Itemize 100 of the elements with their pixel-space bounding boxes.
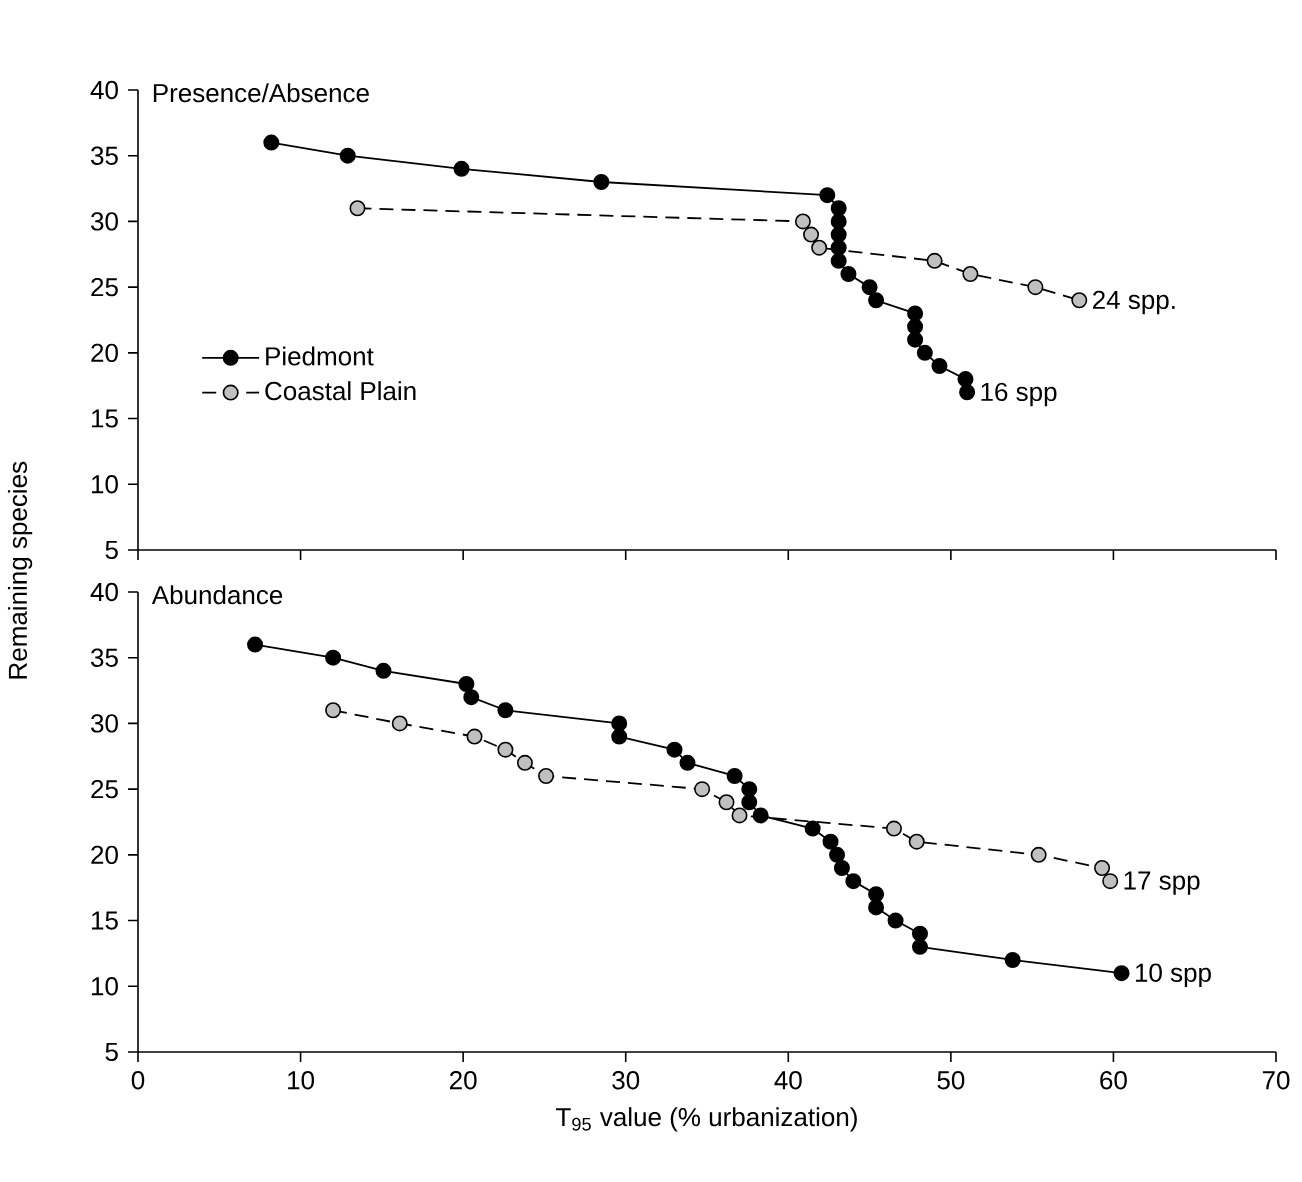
point — [752, 807, 769, 824]
point — [458, 675, 475, 692]
point — [830, 252, 847, 269]
y-tick-label: 10 — [91, 977, 118, 996]
y-tick-label: 20 — [91, 343, 118, 363]
y-tick-label: 5 — [105, 540, 118, 560]
point — [666, 741, 683, 758]
point — [962, 265, 979, 282]
point — [908, 833, 925, 850]
point — [375, 662, 392, 679]
point — [263, 134, 280, 151]
point — [741, 794, 758, 811]
x-tick-label: 60 — [1100, 1071, 1127, 1090]
point — [861, 279, 878, 296]
point — [907, 318, 924, 335]
y-tick-label: 25 — [91, 277, 118, 297]
point — [907, 331, 924, 348]
point — [957, 371, 974, 388]
x-tick-label: 50 — [937, 1071, 965, 1090]
point — [466, 728, 483, 745]
y-tick-label: 35 — [91, 648, 118, 667]
point — [741, 781, 758, 798]
point — [819, 187, 836, 204]
x-tick-label: 0 — [131, 1071, 145, 1090]
point — [959, 384, 976, 401]
y-tick-label: 15 — [91, 409, 118, 428]
point — [1113, 965, 1130, 982]
point — [731, 807, 748, 824]
legend-label: Coastal Plain — [265, 381, 416, 401]
point — [611, 728, 628, 745]
y-tick-label: 35 — [91, 146, 118, 165]
chart-title: Presence/Absence — [153, 83, 369, 103]
point — [538, 767, 555, 784]
point — [845, 873, 862, 890]
x-tick-label: 70 — [1262, 1071, 1290, 1090]
point — [868, 899, 885, 916]
x-tick-label: 30 — [612, 1071, 640, 1090]
point — [926, 252, 943, 269]
point — [726, 767, 743, 784]
point — [325, 649, 342, 666]
point — [830, 213, 847, 230]
point — [868, 292, 885, 309]
annotation: 24 spp. — [1093, 290, 1175, 315]
point — [1094, 859, 1111, 876]
point — [911, 938, 928, 955]
x-tick-label: 20 — [450, 1071, 477, 1090]
x-tick-label: 10 — [288, 1071, 315, 1090]
point — [247, 636, 264, 653]
point — [679, 754, 696, 771]
point — [833, 859, 850, 876]
point — [803, 226, 820, 243]
point — [830, 239, 847, 256]
y-tick-label: 15 — [91, 911, 118, 930]
y-tick-label: 30 — [91, 212, 118, 231]
y-tick-label: 5 — [105, 1042, 118, 1062]
y-tick-label: 30 — [91, 714, 118, 733]
point — [391, 715, 408, 732]
y-tick-label: 40 — [90, 80, 118, 100]
annotation: 10 spp — [1135, 963, 1211, 988]
point — [516, 754, 533, 771]
annotation: 17 spp — [1124, 871, 1200, 895]
point — [694, 781, 711, 798]
point — [931, 357, 948, 374]
y-tick-label: 20 — [91, 845, 118, 865]
y-tick-label: 40 — [90, 582, 118, 602]
point — [916, 344, 933, 361]
x-tick-label: 40 — [774, 1071, 802, 1090]
point — [611, 715, 628, 732]
point — [887, 912, 904, 929]
point — [868, 886, 885, 903]
point — [593, 173, 610, 190]
point — [829, 846, 846, 863]
chart-title: Abundance — [151, 585, 283, 605]
point — [463, 689, 480, 706]
point — [811, 239, 828, 256]
y-tick-label: 25 — [91, 779, 118, 799]
annotation: 16 spp — [981, 382, 1057, 407]
point — [1102, 873, 1119, 890]
point — [453, 160, 470, 177]
point — [339, 147, 356, 164]
point — [1027, 279, 1044, 296]
point — [885, 820, 902, 837]
point — [907, 305, 924, 322]
point — [349, 200, 366, 217]
point — [1004, 951, 1021, 968]
point — [830, 200, 847, 217]
x-axis-title: T$_{95}$ value (% urbanization) — [556, 1107, 857, 1132]
point — [1030, 846, 1047, 863]
point — [497, 741, 514, 758]
point — [911, 925, 928, 942]
y-axis-title: Remaining species — [7, 461, 33, 679]
point — [1071, 292, 1088, 309]
point — [325, 702, 342, 719]
legend-label: Piedmont — [266, 346, 374, 366]
point — [497, 702, 514, 719]
point — [840, 265, 857, 282]
point — [804, 820, 821, 837]
point — [718, 794, 735, 811]
point — [794, 213, 811, 230]
point — [822, 833, 839, 850]
